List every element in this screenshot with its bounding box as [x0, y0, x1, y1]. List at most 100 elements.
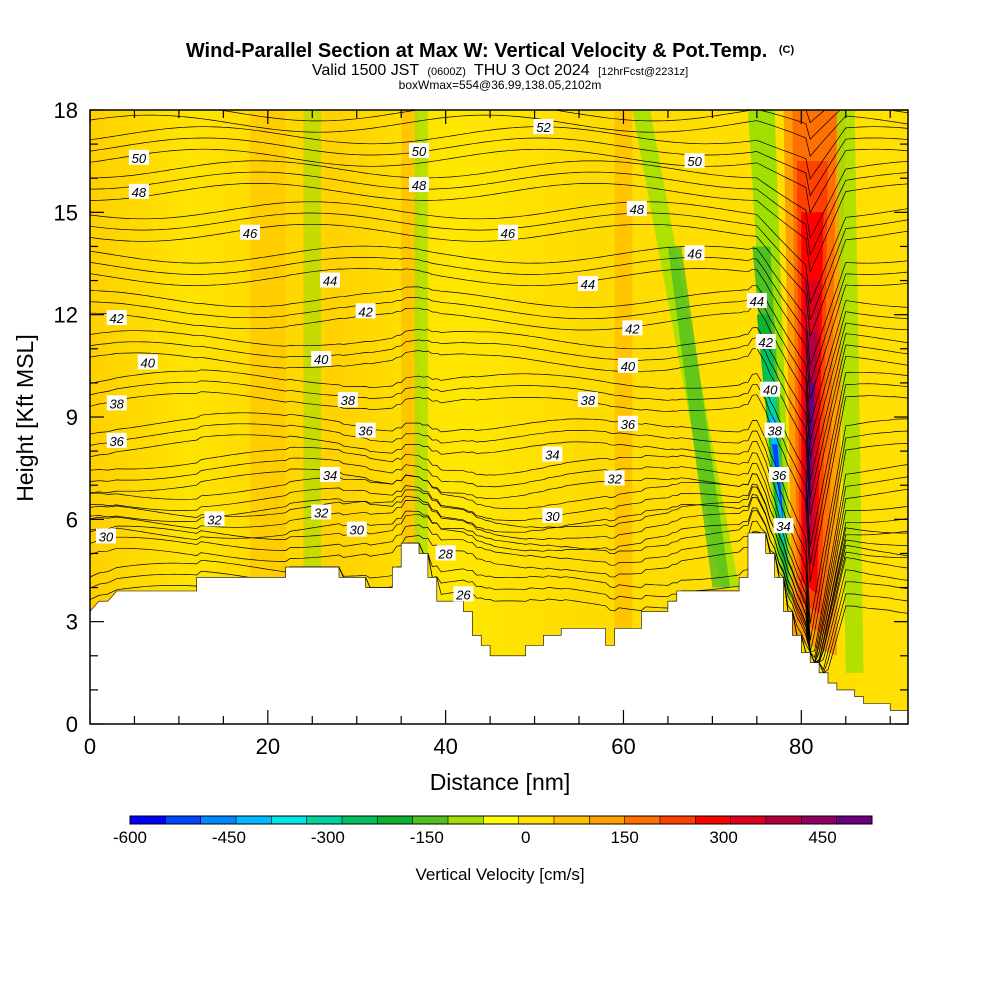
- theta-contour-34-2: [90, 446, 908, 653]
- contour-label-text: 50: [687, 154, 702, 169]
- contour-label: 38: [764, 422, 785, 439]
- x-tick-label: 0: [84, 734, 96, 759]
- theta-contour-42-1: [90, 295, 908, 441]
- contour-label-text: 32: [314, 506, 329, 521]
- contour-label-bg: [577, 391, 598, 407]
- contour-label-bg: [764, 422, 785, 438]
- subtitle-date: THU 3 Oct 2024: [474, 62, 590, 79]
- x-axis-label: Distance [nm]: [430, 769, 571, 795]
- contour-label: 42: [622, 320, 643, 336]
- contour-label-bg: [435, 545, 456, 561]
- theta-contour-40-0: [90, 347, 908, 516]
- contour-label-text: 48: [412, 178, 427, 193]
- theta-contour-34-0: [90, 468, 908, 664]
- contour-label-bg: [622, 320, 643, 336]
- colorbar-swatch: [448, 816, 484, 824]
- contour-label-text: 38: [767, 424, 782, 439]
- contour-label-text: 38: [341, 393, 356, 408]
- contour-label-bg: [617, 415, 638, 431]
- contour-label: 46: [240, 224, 261, 241]
- contour-label-bg: [626, 200, 647, 216]
- contour-label-bg: [311, 351, 332, 367]
- contour-label-text: 36: [772, 468, 787, 483]
- theta-contour-34-1: [90, 457, 908, 659]
- colorbar-tick-label: 300: [709, 828, 737, 847]
- contour-label: 48: [128, 183, 149, 200]
- contour-label-text: 42: [109, 311, 124, 326]
- colorbar-swatch: [271, 816, 308, 824]
- plot-area: 30 32 32 30 28 26 30 36 38 40 42 48 50 46 44 42 40 38 36 34…: [90, 110, 908, 724]
- y-tick-label: 9: [66, 405, 78, 430]
- contour-label: 44: [746, 293, 767, 309]
- colorbar-swatch: [518, 816, 555, 824]
- contour-label: 30: [346, 521, 367, 538]
- theta-contour-32-1: [90, 483, 908, 664]
- theta-contour-52-1: [217, 110, 908, 140]
- contour-label: 34: [773, 518, 794, 534]
- contour-label-bg: [337, 391, 358, 407]
- contour-label-text: 40: [141, 355, 156, 370]
- colorbar-tick-label: -300: [311, 828, 345, 847]
- contour-label-bg: [453, 586, 474, 602]
- contour-label: 40: [311, 351, 332, 367]
- contour-label-text: 30: [99, 529, 114, 544]
- contour-label-bg: [204, 511, 225, 527]
- contour-label-bg: [128, 183, 149, 199]
- colorbar-swatch: [377, 816, 414, 824]
- chart-subtitle: Valid 1500 JST (0600Z) THU 3 Oct 2024 [1…: [312, 62, 688, 79]
- contour-label-text: 30: [350, 523, 365, 538]
- contour-label: 50: [684, 153, 705, 169]
- subtitle-zulu: (0600Z): [427, 66, 466, 78]
- contour-label-text: 34: [776, 519, 790, 534]
- contour-label-bg: [617, 357, 638, 373]
- contour-label-text: 46: [501, 226, 516, 241]
- contour-label-bg: [346, 521, 367, 537]
- contour-label-bg: [760, 381, 781, 397]
- y-axis-label: Height [Kft MSL]: [12, 334, 38, 501]
- colorbar-swatch: [730, 816, 767, 824]
- y-tick-label: 18: [54, 98, 78, 123]
- theta-contour-42-0: [90, 306, 908, 458]
- contour-label-text: 46: [243, 226, 258, 241]
- contour-label: 26: [453, 586, 474, 602]
- colorbar-swatch: [836, 816, 873, 824]
- subtitle-fcst: [12hrFcst@2231z]: [598, 66, 688, 78]
- colorbar-swatch: [660, 816, 696, 824]
- contour-label-text: 48: [132, 185, 147, 200]
- y-tick-label: 0: [66, 712, 78, 737]
- contour-label: 50: [128, 149, 149, 166]
- contour-label-text: 40: [763, 383, 778, 398]
- contour-label: 34: [542, 446, 563, 463]
- contour-label: 30: [542, 507, 563, 524]
- contour-label: 36: [617, 415, 638, 432]
- contour-label-text: 50: [412, 144, 427, 159]
- contour-label-text: 30: [545, 509, 560, 524]
- contour-label-bg: [542, 507, 563, 523]
- contour-label-text: 42: [358, 304, 373, 319]
- contour-label-text: 40: [621, 359, 636, 374]
- contour-label-bg: [408, 177, 429, 193]
- contour-label-bg: [684, 153, 705, 169]
- contour-label-bg: [542, 446, 563, 462]
- contour-label-bg: [320, 272, 341, 288]
- x-axis: 0 20 40 60 80: [84, 110, 891, 759]
- terrain-mask: [90, 532, 908, 724]
- colorbar-swatch: [483, 816, 520, 824]
- contour-label-text: 50: [132, 151, 147, 166]
- contour-label: 48: [408, 177, 429, 193]
- theta-contour-28-1: [90, 520, 908, 663]
- contour-label-text: 36: [109, 434, 124, 449]
- contour-label-text: 46: [687, 246, 702, 261]
- contour-label: 40: [760, 381, 781, 398]
- chart-title-text: Wind-Parallel Section at Max W: Vertical…: [186, 40, 767, 62]
- theta-contour-40-1: [90, 337, 908, 498]
- contour-label-bg: [320, 466, 341, 482]
- contour-label-bg: [773, 518, 794, 534]
- colorbar-swatch: [766, 816, 802, 824]
- contour-label: 28: [435, 545, 456, 561]
- theta-contour-52-0: [90, 114, 908, 157]
- chart-title-mark: (C): [779, 44, 795, 56]
- theta-contour-40-2: [90, 326, 908, 481]
- contour-label-text: 42: [625, 321, 640, 336]
